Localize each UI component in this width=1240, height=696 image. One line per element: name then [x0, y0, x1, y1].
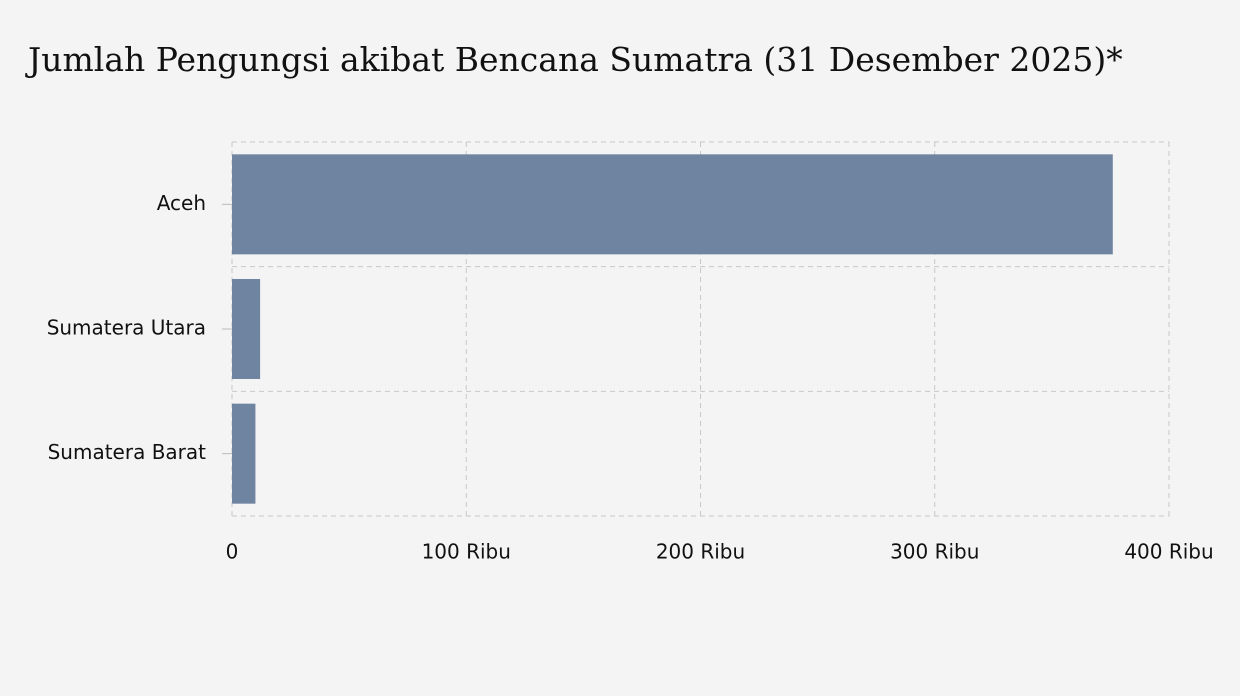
bar [232, 403, 256, 504]
x-tick-label: 0 [226, 540, 239, 564]
x-tick-label: 400 Ribu [1124, 540, 1213, 564]
bar [232, 279, 261, 379]
y-tick-label: Sumatera Utara [47, 316, 206, 340]
x-tick-label: 100 Ribu [422, 540, 511, 564]
bar [232, 154, 1113, 255]
y-tick-label: Aceh [157, 191, 206, 215]
y-tick-label: Sumatera Barat [48, 440, 207, 464]
chart-title: Jumlah Pengungsi akibat Bencana Sumatra … [25, 40, 1123, 79]
x-tick-label: 300 Ribu [890, 540, 979, 564]
x-tick-label: 200 Ribu [656, 540, 745, 564]
